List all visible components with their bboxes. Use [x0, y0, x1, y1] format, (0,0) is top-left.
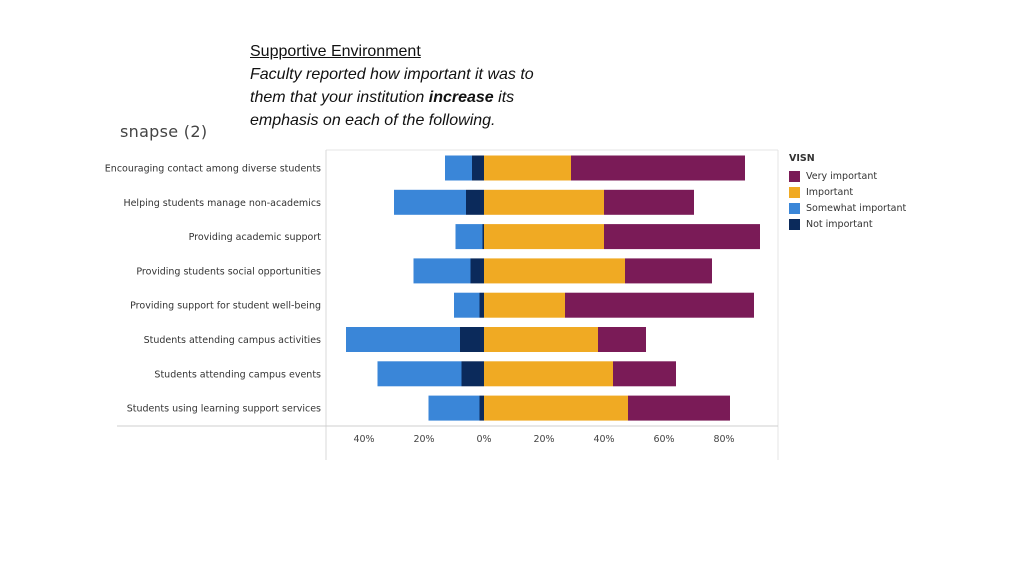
category-label: Encouraging contact among diverse studen…	[105, 164, 321, 175]
bar-not-important	[479, 395, 484, 421]
bar-not-important	[479, 292, 484, 318]
bar-not-important	[460, 327, 484, 352]
bar-not-important	[472, 155, 484, 181]
legend-title: VISN	[789, 153, 815, 164]
bar-not-important	[461, 361, 484, 387]
bar-important	[484, 327, 598, 352]
category-labels: Encouraging contact among diverse studen…	[105, 164, 321, 415]
bar-somewhat-important	[455, 224, 483, 250]
chart-subtitle-line-2: them that your institution increase its	[250, 86, 534, 109]
category-label: Providing academic support	[189, 232, 322, 243]
chart-title-block: Supportive Environment Faculty reported …	[250, 40, 534, 132]
bar-somewhat-important	[394, 189, 466, 215]
bar-important	[484, 155, 571, 181]
legend-swatch	[789, 218, 800, 230]
subtitle-emphasis: increase	[428, 89, 494, 106]
legend-swatch	[789, 170, 800, 182]
bar-very-important	[625, 258, 712, 284]
bar-somewhat-important	[346, 327, 460, 352]
bar-somewhat-important	[454, 292, 480, 318]
bar-very-important	[565, 292, 754, 318]
bar-important	[484, 361, 613, 387]
bar-not-important	[482, 224, 484, 250]
category-label: Students using learning support services	[127, 404, 321, 415]
x-tick-label: 20%	[533, 434, 554, 445]
legend-item-important[interactable]: Important	[789, 184, 906, 200]
bar-not-important	[470, 258, 484, 284]
bar-very-important	[628, 395, 730, 421]
subtitle-text-post: its	[493, 89, 515, 106]
bar-somewhat-important	[377, 361, 462, 387]
chart-frame	[117, 149, 779, 460]
x-tick-label: 0%	[476, 434, 491, 445]
bar-important	[484, 258, 625, 284]
bar-somewhat-important	[413, 258, 471, 284]
bar-somewhat-important	[445, 155, 472, 181]
legend-label: Not important	[806, 218, 873, 230]
category-label: Helping students manage non-academics	[123, 198, 321, 209]
x-tick-label: 60%	[653, 434, 674, 445]
bar-important	[484, 292, 565, 318]
bar-somewhat-important	[428, 395, 480, 421]
bar-important	[484, 395, 628, 421]
chart-title: Supportive Environment	[250, 43, 421, 60]
legend-label: Somewhat important	[806, 202, 907, 214]
bar-not-important	[466, 189, 484, 215]
bar-very-important	[604, 189, 694, 215]
snapse-logo: snapse (2)	[120, 122, 208, 141]
bar-important	[484, 189, 604, 215]
bar-very-important	[604, 224, 760, 250]
x-tick-label: 20%	[413, 434, 434, 445]
category-label: Students attending campus activities	[144, 335, 321, 346]
legend-label: Very important	[806, 170, 878, 182]
legend: VISN Very important Important Somewhat i…	[789, 153, 906, 232]
bar-important	[484, 224, 604, 250]
legend-item-very-important[interactable]: Very important	[789, 168, 906, 184]
bar-very-important	[571, 155, 745, 181]
legend-item-somewhat-important[interactable]: Somewhat important	[789, 200, 906, 216]
x-tick-label: 40%	[353, 434, 374, 445]
bar-very-important	[613, 361, 676, 387]
legend-item-not-important[interactable]: Not important	[789, 216, 906, 232]
bars	[346, 155, 760, 421]
subtitle-text-pre: them that your institution	[250, 89, 429, 106]
category-label: Providing students social opportunities	[136, 266, 321, 277]
chart-subtitle-line-1: Faculty reported how important it was to	[250, 66, 534, 83]
legend-swatch	[789, 202, 800, 214]
legend-label: Important	[806, 186, 854, 198]
bar-very-important	[598, 327, 646, 352]
chart-subtitle-line-3: emphasis on each of the following.	[250, 112, 496, 129]
category-label: Students attending campus events	[154, 369, 321, 380]
x-tick-label: 40%	[593, 434, 614, 445]
category-label: Providing support for student well-being	[130, 301, 321, 312]
legend-swatch	[789, 186, 800, 198]
x-tick-label: 80%	[713, 434, 734, 445]
x-axis-ticks: 40% 20% 0% 20% 40% 60% 80%	[353, 434, 734, 445]
